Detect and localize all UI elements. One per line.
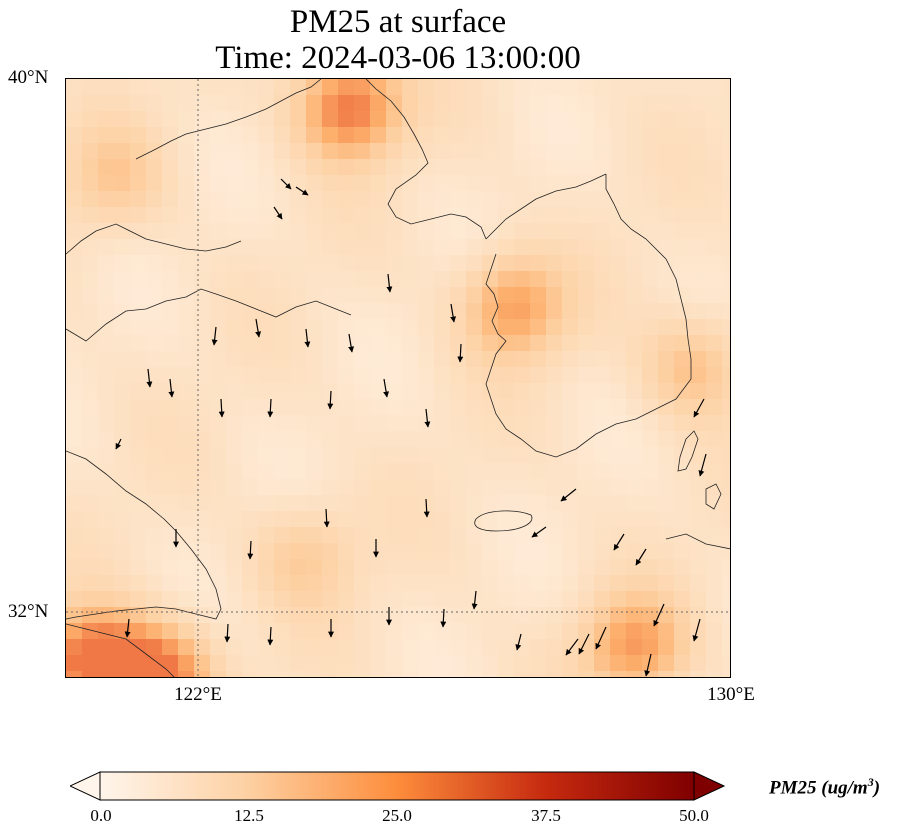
wind-arrow: [644, 653, 652, 677]
wind-arrow: [247, 540, 254, 560]
wind-arrow: [115, 438, 122, 450]
wind-arrow: [560, 488, 577, 502]
wind-arrow: [565, 638, 579, 656]
lat-label-32n: 32°N: [8, 601, 49, 622]
wind-vectors: [115, 178, 707, 677]
wind-arrow: [168, 378, 175, 398]
wind-arrow: [124, 618, 131, 638]
wind-arrow: [515, 633, 522, 651]
wind-arrow: [692, 618, 701, 642]
colorbar-extend-low: [68, 771, 101, 801]
wind-arrow: [280, 178, 292, 190]
wind-arrow: [386, 273, 393, 293]
wind-arrow: [255, 318, 262, 338]
wind-arrow: [295, 186, 309, 196]
colorbar-tick-12-5: 12.5: [234, 806, 264, 825]
wind-arrow: [440, 608, 447, 628]
colorbar-tick-37-5: 37.5: [531, 806, 561, 825]
colorbar: [68, 770, 726, 802]
pm25-concentration-field: [66, 79, 730, 677]
wind-arrow: [273, 206, 283, 220]
colorbar-label: PM25 (ug/m3): [769, 775, 881, 799]
wind-arrow: [698, 453, 707, 477]
wind-arrow: [635, 548, 647, 566]
wind-arrow: [595, 626, 607, 650]
wind-arrow: [653, 603, 665, 627]
wind-arrow: [457, 343, 464, 363]
wind-arrow: [450, 303, 457, 323]
lon-label-122e: 122°E: [174, 684, 222, 705]
colorbar-tick-0: 0.0: [90, 806, 112, 825]
wind-arrow: [693, 398, 705, 418]
wind-arrow: [211, 326, 218, 346]
lat-label-40n: 40°N: [8, 67, 49, 88]
wind-arrow: [531, 526, 547, 538]
wind-arrow: [348, 333, 355, 353]
wind-arrow: [218, 398, 225, 418]
wind-arrow: [613, 533, 625, 551]
map-canvas: [66, 79, 730, 677]
wind-arrow: [146, 368, 153, 388]
map-subtitle-time: Time: 2024-03-06 13:00:00: [215, 40, 581, 76]
wind-arrow: [267, 626, 274, 646]
gridlines: [66, 79, 730, 677]
wind-arrow: [304, 328, 311, 348]
colorbar-extend-high: [693, 771, 726, 801]
colorbar-tick-25: 25.0: [382, 806, 412, 825]
wind-arrow: [224, 623, 231, 643]
wind-arrow: [424, 408, 431, 428]
wind-arrow: [327, 390, 334, 410]
lon-label-130e: 130°E: [707, 684, 755, 705]
wind-arrow: [267, 398, 274, 418]
colorbar-gradient: [99, 771, 695, 801]
wind-arrow: [383, 378, 390, 398]
wind-arrow: [578, 633, 590, 655]
colorbar-tick-50: 50.0: [679, 806, 709, 825]
map-panel: [65, 78, 731, 678]
map-title: PM25 at surface: [289, 4, 507, 40]
wind-arrow: [471, 590, 478, 610]
wind-arrow: [323, 508, 330, 528]
coastlines: [66, 79, 730, 677]
wind-arrow: [423, 498, 430, 518]
